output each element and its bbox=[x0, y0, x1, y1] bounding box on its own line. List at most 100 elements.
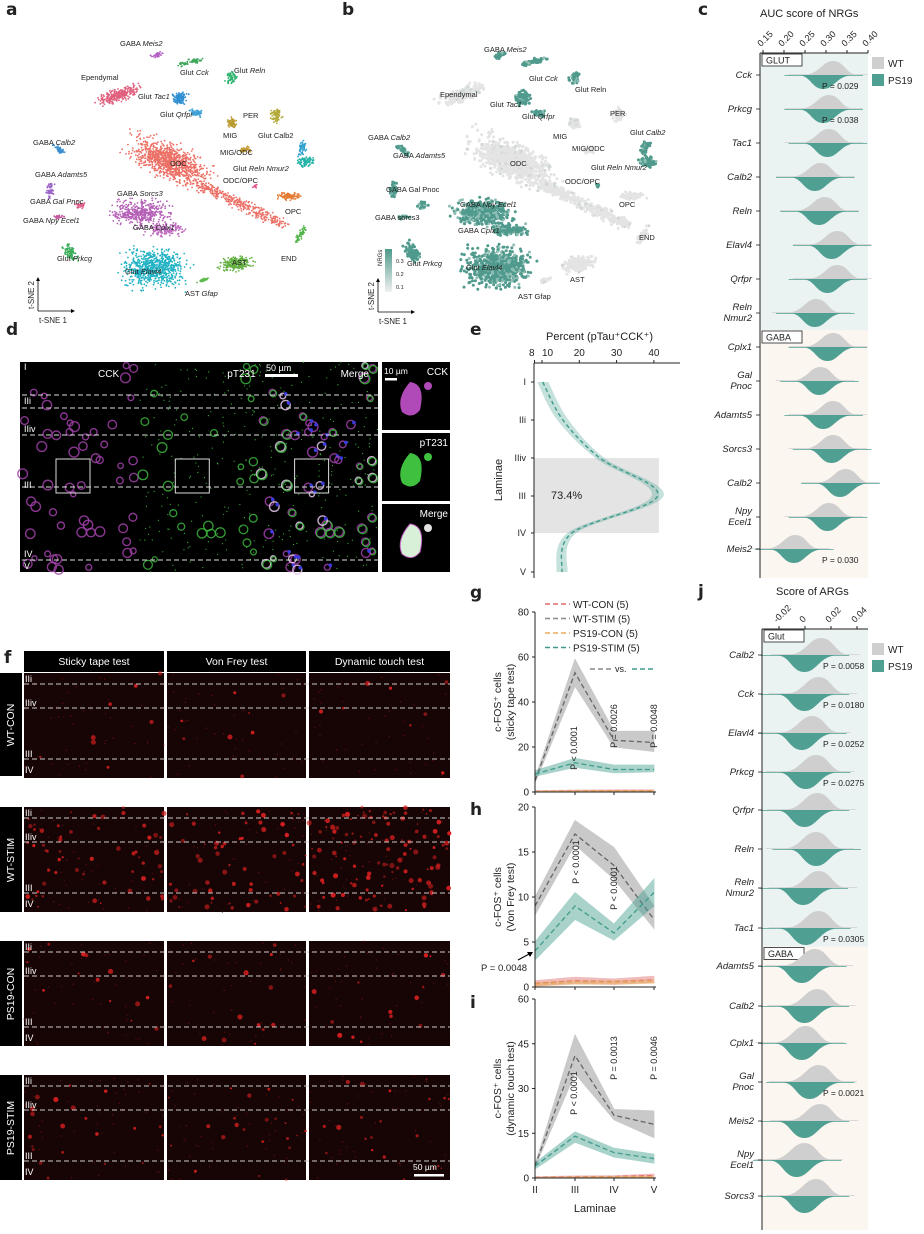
cell-point bbox=[125, 219, 128, 222]
cell-point bbox=[153, 169, 156, 172]
cell-point bbox=[167, 165, 170, 168]
cell-point bbox=[228, 264, 231, 266]
cell-point bbox=[159, 50, 162, 53]
cell-point bbox=[156, 56, 159, 58]
cell-point bbox=[155, 276, 158, 278]
cluster-label: Glut Elavl4 bbox=[125, 267, 161, 276]
cell-point bbox=[170, 212, 173, 214]
cell-point bbox=[524, 91, 528, 95]
cell-point bbox=[246, 145, 249, 148]
cell-point bbox=[174, 270, 177, 272]
cell-point bbox=[178, 235, 180, 238]
cell-point bbox=[129, 276, 132, 278]
cell-point bbox=[301, 151, 303, 154]
cell-point bbox=[162, 274, 165, 277]
cell-point bbox=[124, 279, 127, 282]
cell-point bbox=[146, 261, 149, 263]
cell-point bbox=[468, 81, 472, 85]
cell-point bbox=[122, 98, 125, 100]
cell-point bbox=[196, 174, 198, 177]
cell-point bbox=[165, 168, 167, 171]
cell-point bbox=[135, 213, 138, 216]
cell-point bbox=[103, 98, 105, 101]
cell-point bbox=[168, 159, 170, 162]
cell-point bbox=[69, 249, 71, 252]
cell-point bbox=[545, 57, 548, 61]
cell-point bbox=[284, 222, 287, 225]
cell-point bbox=[149, 164, 152, 166]
cell-point bbox=[121, 148, 124, 151]
cell-point bbox=[189, 165, 192, 167]
cell-point bbox=[149, 54, 152, 57]
cell-point bbox=[188, 178, 191, 181]
cell-point bbox=[48, 189, 50, 192]
cell-point bbox=[113, 90, 116, 93]
cell-point bbox=[128, 150, 130, 153]
cell-point bbox=[112, 220, 115, 222]
cell-point bbox=[154, 156, 157, 159]
cell-point bbox=[152, 259, 155, 262]
cell-point bbox=[189, 61, 192, 63]
cell-point bbox=[188, 174, 191, 176]
cell-point bbox=[576, 125, 580, 129]
cell-point bbox=[296, 238, 299, 241]
cell-point bbox=[181, 102, 183, 104]
cell-point bbox=[197, 187, 200, 190]
cell-point bbox=[140, 208, 143, 211]
cell-point bbox=[192, 263, 195, 266]
cell-point bbox=[162, 144, 165, 147]
cell-point bbox=[132, 248, 135, 250]
cell-point bbox=[144, 264, 147, 267]
cell-point bbox=[140, 279, 143, 282]
cell-point bbox=[99, 103, 102, 105]
cell-point bbox=[178, 261, 181, 263]
cell-point bbox=[141, 261, 143, 263]
cell-point bbox=[132, 86, 135, 89]
cell-point bbox=[226, 74, 229, 77]
cell-point bbox=[243, 147, 246, 150]
cluster-label: Glut Calb2 bbox=[258, 131, 293, 140]
cell-point bbox=[309, 157, 312, 160]
cell-point bbox=[157, 282, 160, 284]
cell-point bbox=[125, 99, 127, 101]
cell-point bbox=[166, 144, 169, 147]
cell-point bbox=[151, 156, 154, 158]
cell-point bbox=[149, 149, 151, 152]
cluster-label: Glut Reln Nmur2 bbox=[233, 164, 290, 173]
cell-point bbox=[160, 260, 163, 263]
cell-point bbox=[498, 54, 502, 58]
cell-point bbox=[174, 101, 177, 104]
cluster-label: Glut Prkcg bbox=[57, 254, 93, 263]
cell-point bbox=[179, 102, 181, 104]
cell-point bbox=[172, 143, 175, 146]
cell-point bbox=[149, 208, 151, 211]
cell-point bbox=[184, 184, 187, 187]
cell-point bbox=[151, 206, 154, 209]
cell-point bbox=[233, 80, 236, 83]
cell-point bbox=[281, 115, 284, 118]
cell-point bbox=[201, 185, 204, 188]
cell-point bbox=[294, 198, 296, 200]
cell-point bbox=[132, 217, 135, 220]
cell-point bbox=[196, 173, 199, 176]
cell-point bbox=[152, 218, 155, 220]
cell-point bbox=[138, 279, 140, 282]
cell-point bbox=[164, 160, 167, 163]
cell-point bbox=[294, 241, 297, 244]
cell-point bbox=[171, 276, 174, 279]
cell-point bbox=[239, 149, 242, 152]
cell-point bbox=[151, 163, 154, 166]
cell-point bbox=[248, 148, 250, 151]
cell-point bbox=[274, 117, 277, 119]
cluster-label: MIG bbox=[223, 131, 237, 140]
cell-point bbox=[185, 171, 187, 174]
cell-point bbox=[213, 189, 216, 192]
cell-point bbox=[231, 118, 234, 121]
cell-point bbox=[138, 162, 141, 165]
cell-point bbox=[644, 150, 648, 154]
cell-point bbox=[269, 117, 272, 120]
cell-point bbox=[183, 229, 186, 232]
cell-point bbox=[167, 285, 170, 288]
cell-point bbox=[135, 87, 138, 89]
